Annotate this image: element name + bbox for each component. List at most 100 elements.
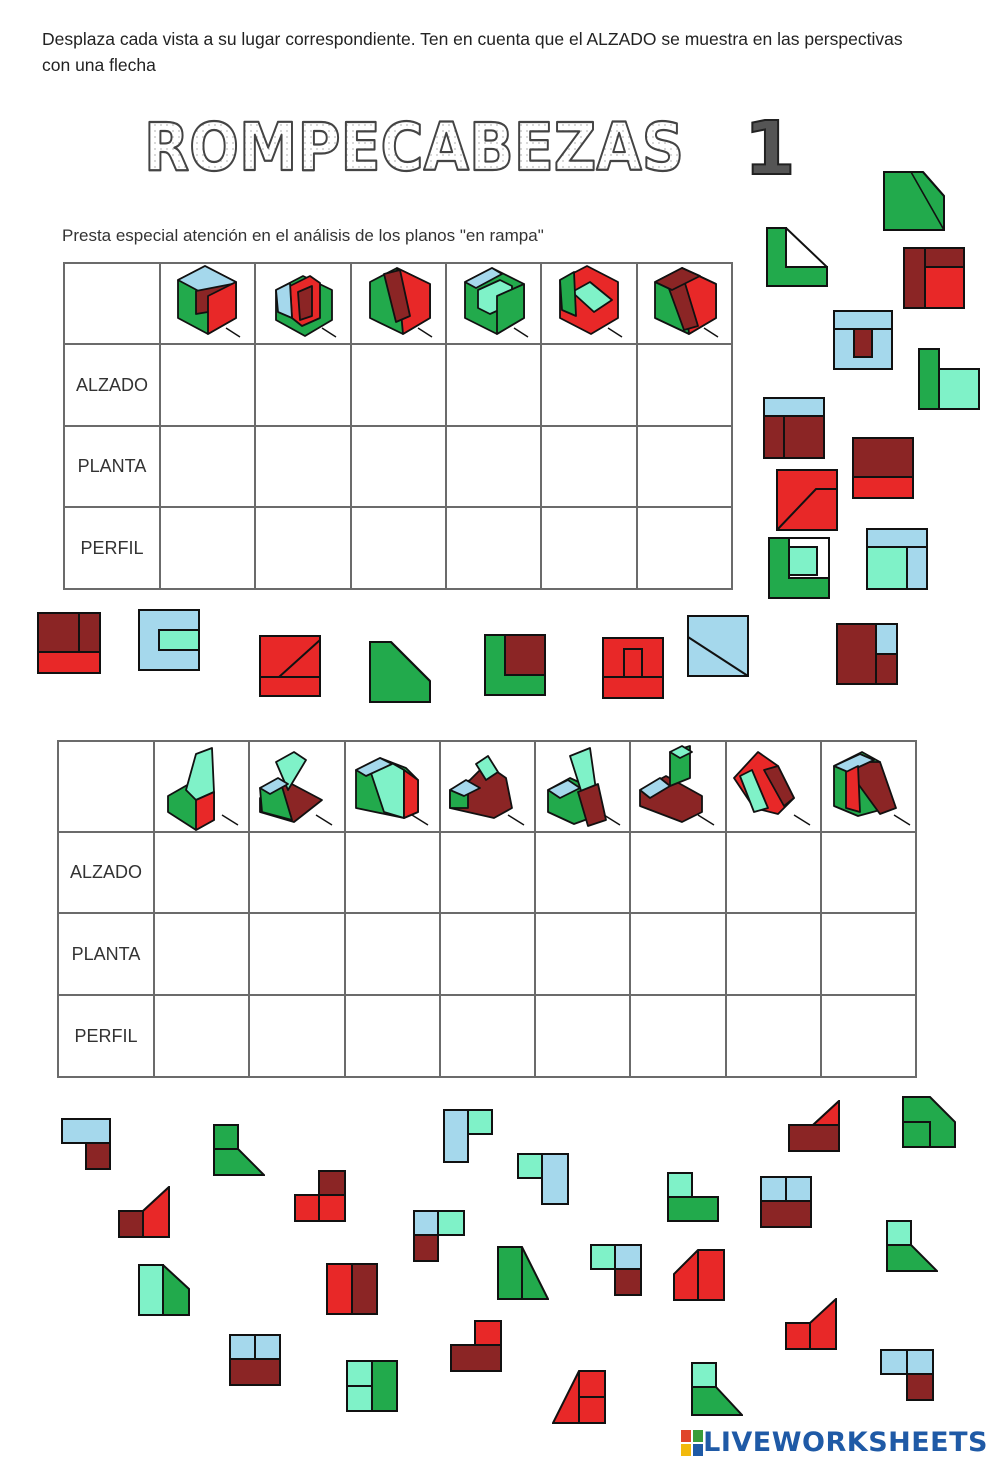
row-label-planta: PLANTA — [63, 425, 161, 508]
drop-cell[interactable] — [635, 343, 734, 427]
title-banner: ROMPECABEZAS 1 — [143, 105, 797, 188]
drop-cell[interactable] — [158, 425, 257, 508]
view-piece[interactable] — [833, 310, 893, 370]
drop-cell[interactable] — [254, 343, 352, 427]
view-piece[interactable] — [880, 1349, 934, 1401]
drop-cell[interactable] — [254, 506, 352, 590]
view-piece[interactable] — [138, 1264, 190, 1316]
drop-cell[interactable] — [158, 506, 257, 590]
drop-cell[interactable] — [444, 506, 543, 590]
view-piece[interactable] — [259, 635, 321, 697]
perspective-cell — [248, 740, 346, 833]
drop-cell[interactable] — [819, 831, 918, 914]
drop-cell[interactable] — [444, 343, 543, 427]
drop-cell[interactable] — [724, 912, 822, 996]
drop-cell[interactable] — [254, 425, 352, 508]
view-piece[interactable] — [836, 623, 898, 685]
view-piece[interactable] — [687, 615, 749, 677]
drop-cell[interactable] — [438, 994, 537, 1078]
row-label-planta: PLANTA — [57, 912, 155, 996]
drop-cell[interactable] — [438, 912, 537, 996]
view-piece[interactable] — [294, 1170, 346, 1222]
view-piece[interactable] — [852, 437, 914, 499]
title-word: ROMPECABEZAS — [144, 109, 684, 186]
drop-cell[interactable] — [540, 343, 638, 427]
view-piece[interactable] — [883, 171, 945, 231]
view-piece[interactable] — [497, 1246, 549, 1300]
drop-cell[interactable] — [349, 343, 447, 427]
drop-cell[interactable] — [629, 912, 727, 996]
view-piece[interactable] — [346, 1360, 398, 1412]
view-piece[interactable] — [918, 348, 980, 410]
view-piece[interactable] — [902, 1096, 956, 1148]
view-piece[interactable] — [673, 1249, 725, 1301]
perspective-cell — [254, 262, 352, 345]
subtitle: Presta especial atención en el análisis … — [62, 226, 544, 245]
view-piece[interactable] — [763, 397, 825, 459]
view-piece[interactable] — [326, 1263, 378, 1315]
drop-cell[interactable] — [540, 425, 638, 508]
drop-cell[interactable] — [152, 912, 251, 996]
drop-cell[interactable] — [724, 831, 822, 914]
drop-cell[interactable] — [540, 506, 638, 590]
row-label-alzado: ALZADO — [63, 343, 161, 427]
drop-cell[interactable] — [444, 425, 543, 508]
drop-cell[interactable] — [248, 831, 346, 914]
view-piece[interactable] — [37, 612, 101, 674]
perspective-cell — [819, 740, 918, 833]
drop-cell[interactable] — [629, 994, 727, 1078]
view-piece[interactable] — [903, 247, 965, 309]
drop-cell[interactable] — [349, 506, 447, 590]
view-piece[interactable] — [484, 634, 546, 696]
view-piece[interactable] — [602, 637, 664, 699]
view-piece[interactable] — [450, 1320, 502, 1372]
view-piece[interactable] — [413, 1210, 465, 1262]
drop-cell[interactable] — [248, 912, 346, 996]
liveworksheets-logo-icon — [681, 1429, 704, 1456]
drop-cell[interactable] — [152, 994, 251, 1078]
drop-cell[interactable] — [635, 506, 734, 590]
view-piece[interactable] — [517, 1153, 569, 1205]
drop-cell[interactable] — [533, 994, 632, 1078]
view-piece[interactable] — [776, 469, 838, 531]
view-piece[interactable] — [138, 609, 200, 671]
view-piece[interactable] — [766, 227, 828, 287]
drop-cell[interactable] — [349, 425, 447, 508]
drop-cell[interactable] — [152, 831, 251, 914]
perspective-cell — [724, 740, 822, 833]
drop-cell[interactable] — [343, 994, 441, 1078]
view-piece[interactable] — [667, 1172, 719, 1222]
drop-cell[interactable] — [533, 831, 632, 914]
perspective-cell — [444, 262, 543, 345]
drop-cell[interactable] — [158, 343, 257, 427]
view-piece[interactable] — [369, 641, 431, 703]
view-piece[interactable] — [760, 1176, 812, 1228]
view-piece[interactable] — [768, 537, 830, 599]
corner-cell — [63, 262, 161, 345]
view-piece[interactable] — [691, 1362, 743, 1416]
drop-cell[interactable] — [438, 831, 537, 914]
view-piece[interactable] — [552, 1370, 606, 1424]
view-piece[interactable] — [213, 1124, 265, 1176]
drop-cell[interactable] — [819, 912, 918, 996]
drop-cell[interactable] — [629, 831, 727, 914]
view-piece[interactable] — [785, 1298, 837, 1350]
drop-cell[interactable] — [724, 994, 822, 1078]
perspective-cell — [540, 262, 638, 345]
drop-cell[interactable] — [343, 912, 441, 996]
drop-cell[interactable] — [343, 831, 441, 914]
drop-cell[interactable] — [248, 994, 346, 1078]
view-piece[interactable] — [788, 1100, 840, 1152]
brand-name: LIVEWORKSHEETS — [703, 1427, 988, 1458]
view-piece[interactable] — [866, 528, 928, 590]
drop-cell[interactable] — [533, 912, 632, 996]
perspective-cell — [152, 740, 251, 833]
drop-cell[interactable] — [635, 425, 734, 508]
view-piece[interactable] — [61, 1118, 111, 1170]
view-piece[interactable] — [590, 1244, 642, 1296]
drop-cell[interactable] — [819, 994, 918, 1078]
view-piece[interactable] — [886, 1220, 938, 1272]
view-piece[interactable] — [118, 1186, 170, 1238]
view-piece[interactable] — [229, 1334, 281, 1386]
view-piece[interactable] — [443, 1109, 493, 1163]
